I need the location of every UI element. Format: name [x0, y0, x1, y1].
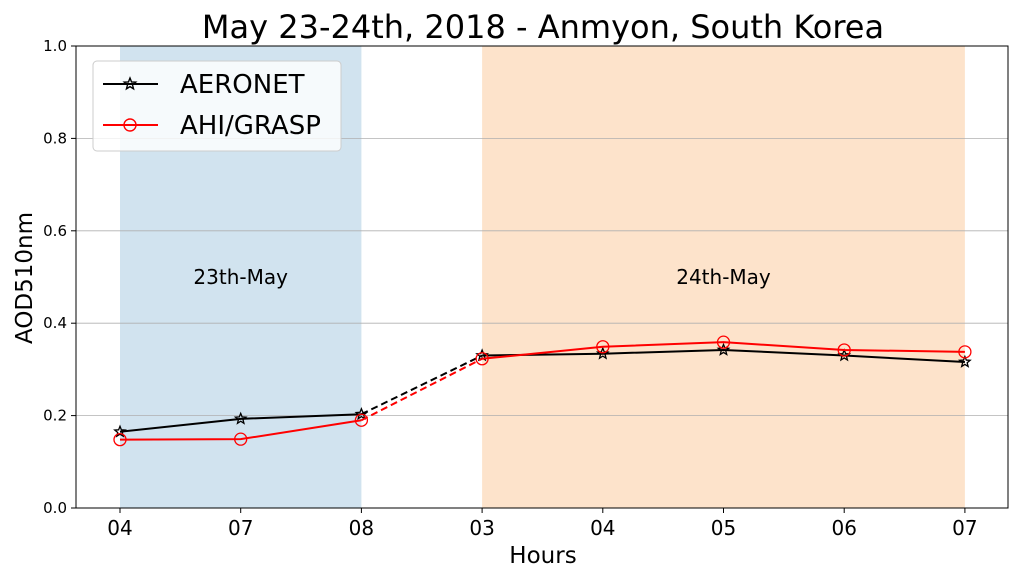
region-labels: 23th-May 24th-May [193, 265, 770, 289]
series-gap-line-aeronet [360, 354, 483, 416]
x-tick-label-3: 03 [469, 516, 494, 540]
point-ahi-grasp-7 [958, 345, 972, 359]
star-icon [122, 76, 138, 91]
x-tick-label-0: 04 [107, 516, 132, 540]
legend-entry-aeronet: AERONET [103, 70, 305, 100]
region-label-23th-may: 23th-May [193, 265, 288, 289]
point-ahi-grasp-2 [354, 413, 369, 427]
point-ahi-grasp-0 [113, 432, 127, 447]
x-axis-ticks: 04 07 08 03 04 05 06 07 [107, 508, 978, 540]
y-tick-label-3: 0.6 [43, 222, 67, 240]
x-tick-label-5: 05 [711, 516, 736, 540]
series-line-ahi-grasp-day1 [119, 419, 362, 441]
legend-entry-ahi-grasp: AHI/GRASP [103, 111, 321, 141]
series-gap-line-ahi-grasp [360, 357, 483, 422]
series-line-ahi-grasp-day2 [482, 341, 965, 360]
point-aeronet-2 [354, 406, 369, 421]
y-tick-label-4: 0.8 [43, 129, 67, 147]
x-tick-label-6: 06 [831, 516, 856, 540]
region-label-24th-may: 24th-May [676, 265, 771, 289]
point-ahi-grasp-5 [716, 335, 731, 349]
y-axis-ticks: 0.0 0.2 0.4 0.6 0.8 1.0 [43, 37, 76, 517]
plot-frame [75, 45, 1009, 509]
legend-label-ahi-grasp: AHI/GRASP [180, 111, 321, 141]
point-aeronet-1 [233, 411, 248, 425]
legend-label-aeronet: AERONET [180, 70, 305, 100]
y-tick-label-1: 0.2 [43, 407, 67, 425]
point-ahi-grasp-3 [475, 352, 489, 366]
y-tick-label-2: 0.4 [43, 314, 67, 332]
y-tick-label-0: 0.0 [43, 499, 67, 517]
point-ahi-grasp-6 [837, 343, 851, 357]
circle-marker-icon [123, 118, 137, 132]
point-aeronet-7 [957, 354, 972, 368]
legend: AERONET AHI/GRASP [92, 60, 342, 152]
y-tick-label-5: 1.0 [43, 37, 67, 55]
series-line-aeronet-day1 [119, 413, 362, 433]
data-series [113, 335, 972, 447]
x-tick-label-2: 08 [349, 516, 374, 540]
y-axis-title: AOD510nm [12, 212, 38, 344]
x-axis-title: Hours [509, 543, 576, 569]
x-tick-label-1: 07 [228, 516, 253, 540]
chart-title: May 23-24th, 2018 - Anmyon, South Korea [202, 8, 884, 46]
point-aeronet-5 [716, 342, 731, 356]
x-tick-label-4: 04 [590, 516, 615, 540]
point-ahi-grasp-4 [596, 340, 610, 354]
point-ahi-grasp-1 [234, 432, 248, 446]
shaded-region-1 [482, 46, 965, 508]
x-tick-label-7: 07 [952, 516, 977, 540]
series-line-aeronet-day2 [482, 348, 965, 364]
